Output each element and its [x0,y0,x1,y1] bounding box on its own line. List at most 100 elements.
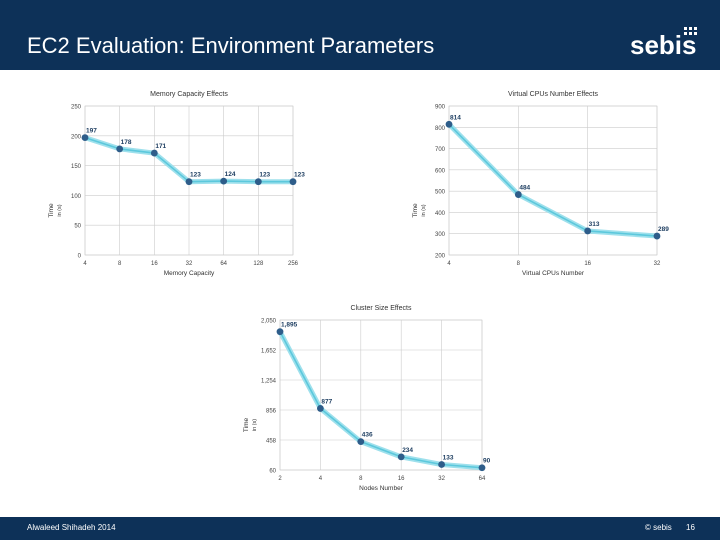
x-tick-label: 128 [253,261,264,267]
data-label: 313 [589,221,600,228]
y-axis-label: Time [48,203,55,218]
y-tick-label: 500 [435,190,446,196]
chart-title: Memory Capacity Effects [150,91,228,98]
data-point [81,134,89,141]
data-point [220,177,228,185]
data-label: 1,895 [281,322,298,329]
x-axis-label: Virtual CPUs Number [522,270,585,277]
page-number: 16 [686,523,695,532]
y-tick-label: 458 [266,439,277,445]
data-point [116,145,124,153]
data-point [653,232,661,240]
y-axis-label: Time [243,418,250,433]
data-point [397,453,405,461]
chart-title: Virtual CPUs Number Effects [508,91,598,98]
x-axis-label: Memory Capacity [164,270,215,277]
chart-memory-capacity: Memory Capacity Effects 0 50 100 150 200 250 4 8… [48,91,305,277]
data-point [276,328,284,336]
data-point [478,464,486,472]
plot-area-border [448,105,658,256]
data-point [514,191,522,198]
data-label: 178 [121,139,132,146]
data-label: 814 [450,114,461,121]
y-tick-label: 600 [435,168,446,174]
data-label: 234 [402,447,413,454]
x-tick-label: 8 [517,261,521,267]
x-tick-label: 16 [151,261,158,267]
logo-dots-icon [684,27,700,39]
data-point [357,438,365,446]
y-axis-sublabel: in (s) [421,204,427,216]
data-label: 123 [294,172,305,179]
chart-cluster-size: Cluster Size Effects 60 458 856 1,254 1,652 2,… [243,305,491,492]
x-tick-label: 4 [319,476,323,482]
data-point [289,178,297,186]
data-label: 289 [658,226,669,233]
x-tick-label: 32 [654,261,661,267]
x-tick-label: 32 [438,476,445,482]
y-tick-label: 100 [71,194,82,200]
x-tick-label: 8 [118,261,122,267]
series-line-halo [277,329,485,471]
data-label: 124 [225,171,236,178]
y-tick-label: 250 [71,105,82,111]
data-point [445,120,453,128]
series-line [448,123,658,237]
data-label: 90 [483,458,491,465]
footer-author: Alwaleed Shihadeh 2014 [27,523,116,532]
data-label: 484 [519,185,530,192]
y-tick-label: 856 [266,409,277,415]
slide-footer: Alwaleed Shihadeh 2014 © sebis 16 [0,517,720,540]
y-tick-label: 1,254 [261,379,277,385]
x-tick-label: 4 [447,261,451,267]
x-tick-label: 8 [359,476,363,482]
data-point [438,461,445,468]
y-tick-label: 50 [74,224,81,230]
y-tick-label: 200 [71,134,82,140]
y-tick-label: 200 [435,254,446,260]
series-line-halo [446,121,660,239]
chart-title: Cluster Size Effects [351,305,412,312]
y-tick-label: 2,050 [261,319,277,325]
x-tick-label: 16 [398,476,405,482]
x-tick-label: 64 [220,261,227,267]
y-tick-label: 900 [435,105,446,111]
y-axis-sublabel: in (s) [252,419,258,431]
y-axis-label: Time [412,203,419,218]
y-tick-label: 60 [269,469,276,475]
series-line [279,331,483,469]
x-axis-label: Nodes Number [359,485,404,492]
footer-copyright: © sebis [645,523,672,532]
y-tick-label: 0 [78,254,82,260]
data-label: 436 [362,432,373,439]
sebis-logo: sebis [630,30,697,60]
data-label: 171 [155,143,166,150]
y-tick-label: 400 [435,211,446,217]
slide-title: EC2 Evaluation: Environment Parameters [27,33,435,58]
data-point [185,178,193,186]
data-label: 877 [321,398,332,405]
y-tick-label: 150 [71,164,82,170]
data-label: 123 [190,172,201,179]
y-axis-sublabel: in (s) [57,204,63,216]
data-point [150,149,158,157]
chart-virtual-cpus: Virtual CPUs Number Effects 200 300 400 500 6… [412,91,669,277]
data-label: 123 [259,172,270,179]
data-point [317,405,324,412]
x-tick-label: 256 [288,261,299,267]
data-label: 197 [86,128,97,135]
y-tick-label: 700 [435,147,446,153]
x-tick-label: 16 [584,261,591,267]
x-tick-label: 32 [186,261,193,267]
data-point [254,178,262,186]
data-point [584,227,592,235]
x-tick-label: 2 [278,476,282,482]
y-tick-label: 800 [435,126,446,132]
y-tick-label: 1,652 [261,349,277,355]
x-tick-label: 4 [83,261,87,267]
x-tick-label: 64 [479,476,486,482]
y-tick-label: 300 [435,232,446,238]
data-label: 133 [443,454,454,461]
slide-header: EC2 Evaluation: Environment Parameters s… [0,0,720,70]
plot-area-border [279,319,483,471]
